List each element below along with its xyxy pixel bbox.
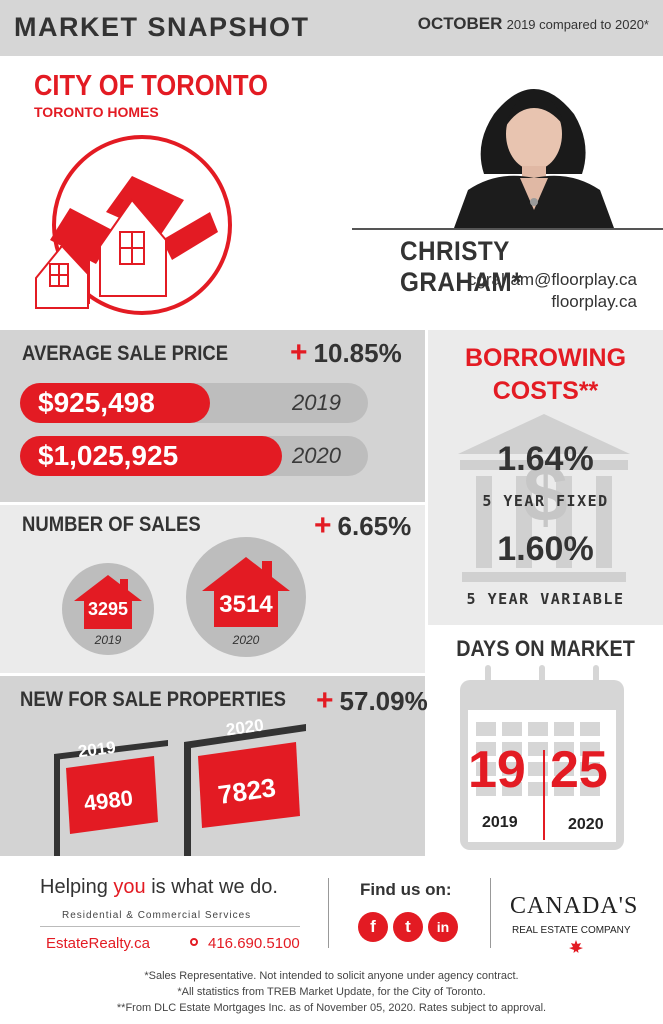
footer-divider xyxy=(40,926,300,927)
disclaimers: *Sales Representative. Not intended to s… xyxy=(0,968,663,1016)
linkedin-icon[interactable]: in xyxy=(428,912,458,942)
change-value: 10.85% xyxy=(313,338,402,368)
for-sale-sign-2019-icon xyxy=(54,740,168,856)
services-label: Residential & Commercial Services xyxy=(62,910,252,921)
city-title: CITY OF TORONTO xyxy=(34,70,268,102)
footer-divider xyxy=(490,878,491,948)
plus-icon: + xyxy=(314,509,332,542)
site-link[interactable]: EstateRealty.ca xyxy=(46,935,150,952)
tagline: Helping you is what we do. xyxy=(40,876,278,899)
date-range: OCTOBER 2019 compared to 2020* xyxy=(418,14,649,34)
days-year-2019: 2019 xyxy=(482,814,518,831)
variable-label: 5 YEAR VARIABLE xyxy=(466,590,625,608)
sales-value: 3295 xyxy=(87,599,129,619)
dollar-icon: $ xyxy=(523,449,568,538)
city-subtitle: TORONTO HOMES xyxy=(34,104,159,120)
sales-year: 2020 xyxy=(232,633,260,647)
price-bar-year: 2019 xyxy=(292,390,341,415)
number-of-sales-panel: NUMBER OF SALES +6.65% 3295 2019 3514 20… xyxy=(0,505,425,673)
header-bar xyxy=(0,0,663,56)
agent-email-link[interactable]: cgraham@floorplay.ca xyxy=(467,270,637,289)
agent-website-link[interactable]: floorplay.ca xyxy=(551,292,637,311)
borrowing-heading-line2: COSTS** xyxy=(492,377,599,405)
new-for-sale-panel: NEW FOR SALE PROPERTIES +57.09% 2019 498… xyxy=(0,676,428,856)
price-bar-fill: $925,498 xyxy=(20,383,210,423)
facebook-icon[interactable]: f xyxy=(358,912,388,942)
tagline-you: you xyxy=(113,876,146,898)
footer-divider xyxy=(328,878,329,948)
borrowing-costs-panel: BORROWING COSTS** $ 1.64% 5 YEAR FIXED 1… xyxy=(428,330,663,625)
number-of-sales-change: +6.65% xyxy=(314,509,411,543)
fixed-rate: 1.64% xyxy=(497,440,594,478)
house-icon xyxy=(74,575,142,629)
for-sale-sign-2020-icon xyxy=(184,724,306,856)
days-value-2019: 19 xyxy=(468,741,526,799)
brand-tagline: REAL ESTATE COMPANY xyxy=(512,925,631,936)
sales-value: 3514 xyxy=(219,591,273,618)
sales-year: 2019 xyxy=(94,633,122,647)
phone-link[interactable]: 416.690.5100 xyxy=(208,935,300,952)
compare-label: 2019 compared to 2020* xyxy=(506,17,649,32)
borrowing-heading-line1: BORROWING xyxy=(464,344,627,372)
disclaimer-line: *All statistics from TREB Market Update,… xyxy=(177,986,486,998)
average-sale-price-change: +10.85% xyxy=(290,336,402,370)
price-bar-2019: $925,498 2019 xyxy=(20,383,368,423)
agent-divider xyxy=(352,228,663,230)
agent-name: CHRISTY GRAHAM* xyxy=(400,236,522,297)
fixed-label: 5 YEAR FIXED xyxy=(482,492,609,510)
average-sale-price-heading: AVERAGE SALE PRICE xyxy=(22,342,229,365)
calendar-icon xyxy=(460,665,624,850)
days-value-2020: 25 xyxy=(550,741,608,799)
maple-leaf-icon xyxy=(569,940,583,953)
house-illustration-icon xyxy=(35,135,232,315)
tagline-start: Helping xyxy=(40,876,114,898)
borrowing-heading: BORROWING COSTS** xyxy=(428,342,663,408)
sales-circle-2019: 3295 2019 xyxy=(62,563,154,655)
plus-icon: + xyxy=(290,336,308,369)
price-bar-2020: $1,025,925 2020 xyxy=(20,436,368,476)
tagline-end: is what we do. xyxy=(145,876,278,898)
disclaimer-line: **From DLC Estate Mortgages Inc. as of N… xyxy=(116,1002,547,1014)
number-of-sales-heading: NUMBER OF SALES xyxy=(22,513,201,536)
new-for-sale-change: +57.09% xyxy=(316,684,428,718)
variable-rate: 1.60% xyxy=(497,530,594,568)
find-us-label: Find us on: xyxy=(360,880,452,899)
twitter-icon[interactable]: t xyxy=(393,912,423,942)
days-heading: DAYS ON MARKET xyxy=(456,636,635,661)
bank-icon xyxy=(458,414,630,582)
price-bar-year: 2020 xyxy=(292,443,341,468)
change-value: 57.09% xyxy=(339,686,428,716)
agent-photo xyxy=(454,74,614,228)
price-bar-fill: $1,025,925 xyxy=(20,436,282,476)
average-sale-price-panel: AVERAGE SALE PRICE +10.85% $925,498 2019… xyxy=(0,330,425,502)
new-for-sale-heading: NEW FOR SALE PROPERTIES xyxy=(20,688,286,711)
month-label: OCTOBER xyxy=(417,14,503,33)
sales-circle-2020: 3514 2020 xyxy=(186,537,306,657)
plus-icon: + xyxy=(316,684,334,717)
days-year-2020: 2020 xyxy=(568,816,604,833)
page-title: MARKET SNAPSHOT xyxy=(14,12,310,42)
house-icon xyxy=(202,557,290,627)
days-on-market-panel: DAYS ON MARKET 19 25 2019 2020 xyxy=(428,628,663,856)
disclaimer-line: *Sales Representative. Not intended to s… xyxy=(144,970,519,982)
change-value: 6.65% xyxy=(337,511,412,541)
brand-name: CANADA'S xyxy=(510,893,639,919)
phone-icon xyxy=(190,938,198,946)
